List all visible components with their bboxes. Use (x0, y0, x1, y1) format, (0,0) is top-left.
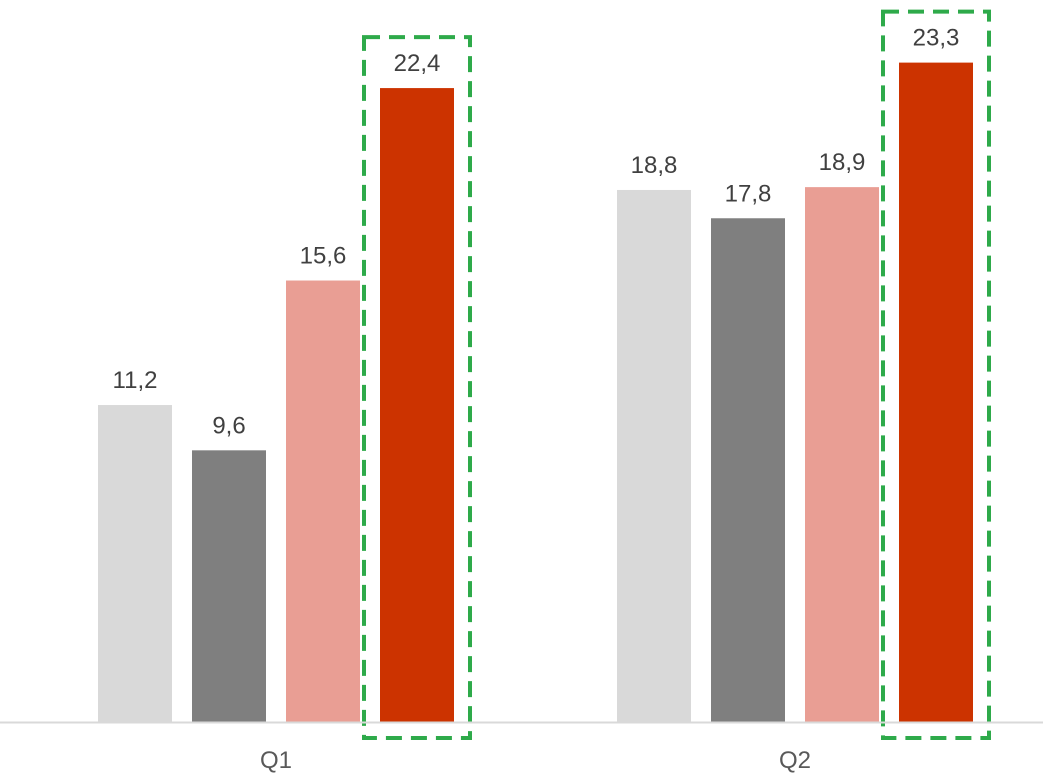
bar-q1-series-1 (98, 405, 172, 722)
data-label-q2-series-4: 23,3 (913, 25, 960, 52)
category-labels: Q1 Q2 (260, 747, 811, 774)
bars (98, 62, 973, 723)
bar-q1-series-4 (380, 88, 454, 722)
category-label-q1: Q1 (260, 747, 292, 774)
data-label-q1-series-4: 22,4 (394, 50, 441, 77)
data-label-q1-series-2: 9,6 (212, 412, 245, 439)
category-label-q2: Q2 (779, 747, 811, 774)
data-label-q1-series-3: 15,6 (300, 243, 347, 270)
bar-q1-series-2 (192, 450, 266, 722)
highlight-box-q2 (881, 9, 991, 741)
bar-q2-series-3 (805, 187, 879, 722)
data-labels: 11,2 9,6 15,6 22,4 18,8 17,8 18,9 23,3 (113, 25, 960, 440)
bar-q2-series-2 (711, 218, 785, 722)
bar-q1-series-3 (286, 280, 360, 722)
bar-q2-series-1 (617, 189, 691, 722)
bar-q2-series-4 (899, 62, 973, 723)
data-label-q1-series-1: 11,2 (113, 367, 158, 394)
data-label-q2-series-2: 17,8 (725, 180, 772, 207)
data-label-q2-series-3: 18,9 (819, 149, 866, 176)
highlight-box-q1 (362, 35, 472, 740)
highlight-boxes (362, 9, 991, 741)
data-label-q2-series-1: 18,8 (631, 152, 678, 179)
